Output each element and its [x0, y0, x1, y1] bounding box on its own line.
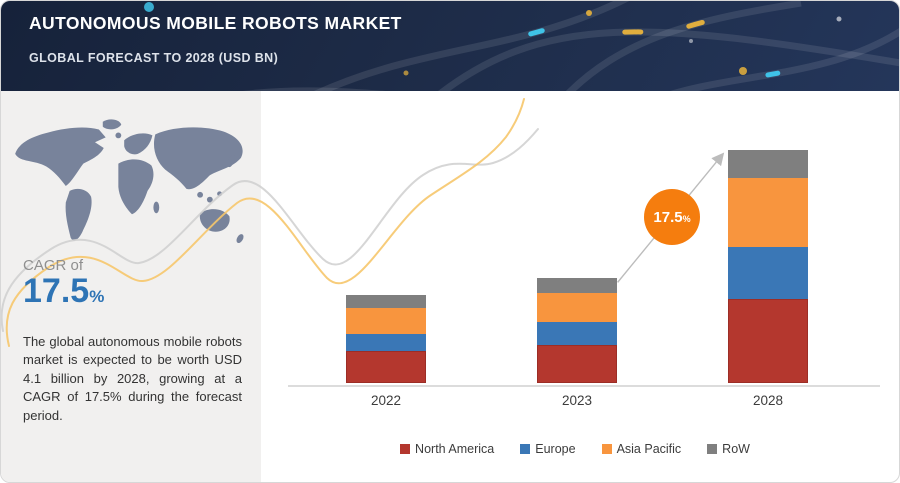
legend-item-europe: Europe: [520, 442, 576, 456]
legend-label: Europe: [535, 442, 576, 456]
legend-swatch-icon: [707, 444, 718, 454]
bar-segment-europe: [728, 247, 808, 299]
stacked-bar-2022: [346, 295, 426, 383]
bar-segment-row: [537, 278, 617, 293]
bar-segment-north-america: [346, 351, 426, 383]
percent-sign: %: [89, 287, 105, 306]
cagr-badge: 17.5%: [644, 189, 700, 245]
report-title: AUTONOMOUS MOBILE ROBOTS MARKET: [29, 13, 402, 33]
x-axis-label-2023: 2023: [561, 393, 593, 408]
legend-label: North America: [415, 442, 495, 456]
cagr-value: 17.5%: [23, 272, 105, 310]
legend-item-asia-pacific: Asia Pacific: [601, 442, 682, 456]
legend-swatch-icon: [601, 444, 612, 454]
legend-swatch-icon: [400, 444, 411, 454]
stacked-bar-2023: [537, 278, 617, 383]
cagr-badge-value: 17.5: [653, 208, 683, 226]
x-axis-label-2022: 2022: [370, 393, 402, 408]
bar-segment-asia-pacific: [728, 178, 808, 247]
bar-segment-europe: [346, 334, 426, 351]
stacked-bar-2028: [728, 150, 808, 383]
header-network-decoration: [144, 1, 899, 91]
legend-label: RoW: [722, 442, 750, 456]
legend-item-north-america: North America: [400, 442, 494, 456]
cagr-badge-percent-sign: %: [682, 213, 691, 224]
bar-segment-north-america: [537, 345, 617, 383]
bar-segment-asia-pacific: [346, 308, 426, 334]
bar-segment-asia-pacific: [537, 293, 617, 322]
x-axis-line: [288, 385, 880, 387]
legend-swatch-icon: [520, 444, 531, 454]
chart-legend: North America Europe Asia Pacific RoW: [261, 442, 889, 456]
header-banner: AUTONOMOUS MOBILE ROBOTS MARKET GLOBAL F…: [1, 1, 899, 91]
legend-item-row: RoW: [707, 442, 750, 456]
bar-segment-row: [728, 150, 808, 178]
bar-segment-north-america: [728, 299, 808, 383]
report-subtitle: GLOBAL FORECAST TO 2028 (USD BN): [29, 51, 279, 65]
bar-segment-europe: [537, 322, 617, 345]
x-axis-label-2028: 2028: [752, 393, 784, 408]
bar-segment-row: [346, 295, 426, 308]
market-summary-text: The global autonomous mobile robots mark…: [23, 334, 242, 423]
legend-label: Asia Pacific: [616, 442, 682, 456]
cagr-block: CAGR of 17.5%: [23, 257, 104, 310]
